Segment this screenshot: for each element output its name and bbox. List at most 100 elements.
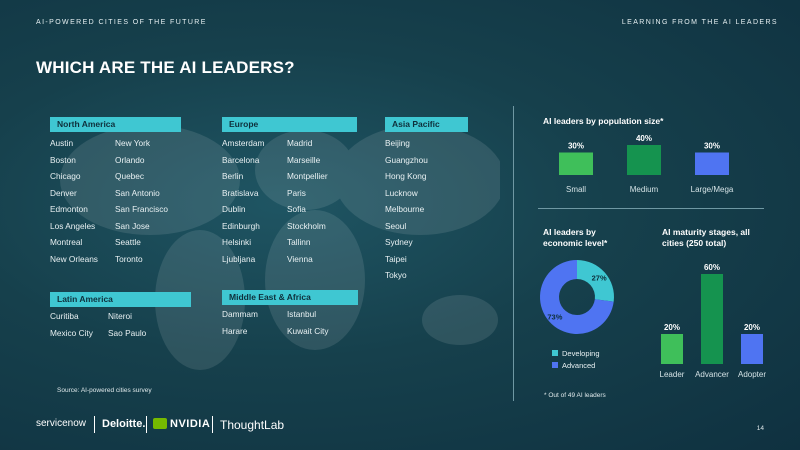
page-number: 14 [756, 425, 764, 432]
city-name: Quebec [115, 171, 145, 181]
slice-value-label: 73% [547, 313, 562, 322]
city-list: Amsterdam Madrid Barcelona Marseille Berlin M… [222, 135, 357, 267]
region-middle-east-africa: Middle East & Africa Dammam Istanbul Harar… [222, 290, 358, 339]
bar [559, 152, 593, 175]
city-name: Orlando [115, 154, 145, 165]
city-name: San Jose [115, 220, 150, 231]
city-list: Beijing Guangzhou Hong Kong Lucknow Melbourn… [385, 135, 468, 284]
region-header: Latin America [50, 292, 191, 307]
city-name: Melbourne [385, 204, 425, 214]
horizontal-divider [538, 208, 764, 209]
city-name: Sao Paulo [108, 327, 147, 338]
city-name: Seattle [115, 237, 141, 247]
city-name: Chicago [50, 171, 81, 181]
category-label: Advancer [695, 370, 729, 379]
city-name: Beijing [385, 138, 410, 148]
section-kicker: AI-POWERED CITIES OF THE FUTURE [36, 19, 207, 26]
legend-item: Developing [552, 347, 600, 359]
city-name: Montreal [50, 237, 83, 247]
world-map-background [60, 125, 500, 370]
legend-label: Developing [562, 348, 600, 358]
legend-swatch [552, 350, 558, 356]
city-name: Madrid [287, 138, 313, 148]
region-header: North America [50, 117, 181, 132]
city-name: New Orleans [50, 253, 98, 264]
source-note: Source: AI-powered cities survey [57, 387, 152, 394]
thoughtlab-logo: ThoughtLab [220, 418, 285, 432]
nvidia-logo: NVIDIA [170, 418, 211, 430]
region-europe: Europe Amsterdam Madrid Barcelona Marseille… [222, 117, 357, 267]
subsection-kicker: LEARNING FROM THE AI LEADERS [621, 19, 778, 26]
legend-item: Advanced [552, 359, 600, 371]
bar-value-label: 20% [744, 323, 760, 332]
category-label: Leader [660, 370, 685, 379]
logo-separator [146, 416, 147, 433]
category-label: Medium [630, 185, 659, 194]
city-name: Montpellier [287, 171, 328, 181]
bar [741, 334, 763, 364]
city-name: Ljubljana [222, 253, 256, 264]
region-header: Asia Pacific [385, 117, 468, 132]
bar-value-label: 20% [664, 323, 680, 332]
city-name: Austin [50, 138, 74, 148]
bar-value-label: 30% [704, 142, 720, 151]
donut-slice [577, 260, 614, 302]
population-bar-chart: 30% Small 40% Medium 30% Large/Mega [559, 134, 734, 194]
city-name: Bratislava [222, 187, 259, 198]
logo-separator [212, 416, 213, 433]
region-header: Middle East & Africa [222, 290, 358, 305]
page-title: WHICH ARE THE AI LEADERS? [36, 58, 295, 77]
maturity-bar-chart: 20% Leader 60% Advancer 20% Adopter [660, 263, 767, 379]
city-name: Amsterdam [222, 138, 265, 148]
bar [627, 145, 661, 175]
category-label: Small [566, 185, 586, 194]
city-name: Tallinn [287, 237, 311, 247]
city-name: Berlin [222, 171, 244, 181]
logo-separator [94, 416, 95, 433]
region-north-america: North America Austin New York Boston Orland… [50, 117, 181, 267]
city-name: San Antonio [115, 187, 160, 198]
bar [695, 152, 729, 175]
city-name: Curitiba [50, 311, 79, 321]
city-name: Edmonton [50, 204, 88, 214]
city-name: New York [115, 138, 151, 148]
bar-value-label: 40% [636, 134, 652, 143]
chart-title-maturity: AI maturity stages, all cities (250 tota… [662, 227, 750, 248]
region-latin-america: Latin America Curitiba Niteroi Mexico City… [50, 292, 191, 341]
slice-value-label: 27% [592, 273, 607, 282]
city-name: Taipei [385, 253, 407, 264]
city-name: Paris [287, 187, 306, 198]
city-name: Mexico City [50, 327, 93, 338]
city-name: Dublin [222, 204, 246, 214]
city-list: Dammam Istanbul Harare Kuwait City [222, 306, 358, 339]
economic-donut-chart: 27% 73% [540, 260, 614, 334]
city-name: Denver [50, 187, 77, 198]
city-name: Sydney [385, 237, 413, 247]
city-list: Austin New York Boston Orlando Chicago Quebec… [50, 135, 181, 267]
city-name: Hong Kong [385, 171, 427, 181]
donut-slice [540, 260, 614, 334]
category-label: Large/Mega [691, 185, 734, 194]
city-name: Marseille [287, 154, 321, 165]
city-name: Dammam [222, 309, 258, 319]
city-name: Los Angeles [50, 220, 96, 231]
city-name: Helsinki [222, 237, 252, 247]
legend-swatch [552, 362, 558, 368]
city-name: Toronto [115, 253, 143, 264]
vertical-divider [513, 106, 514, 401]
bar-value-label: 30% [568, 142, 584, 151]
city-name: Boston [50, 154, 76, 165]
servicenow-logo: servicenow [36, 418, 87, 429]
city-name: Stockholm [287, 220, 326, 231]
deloitte-logo: Deloitte. [102, 418, 146, 430]
nvidia-eye-icon [153, 418, 167, 429]
bar [701, 274, 723, 364]
region-header: Europe [222, 117, 357, 132]
city-name: Tokyo [385, 270, 407, 280]
city-name: Istanbul [287, 309, 317, 319]
city-name: Edinburgh [222, 220, 260, 231]
city-list: Curitiba Niteroi Mexico City Sao Paulo [50, 308, 191, 341]
city-name: Harare [222, 325, 248, 336]
city-name: Seoul [385, 220, 407, 231]
